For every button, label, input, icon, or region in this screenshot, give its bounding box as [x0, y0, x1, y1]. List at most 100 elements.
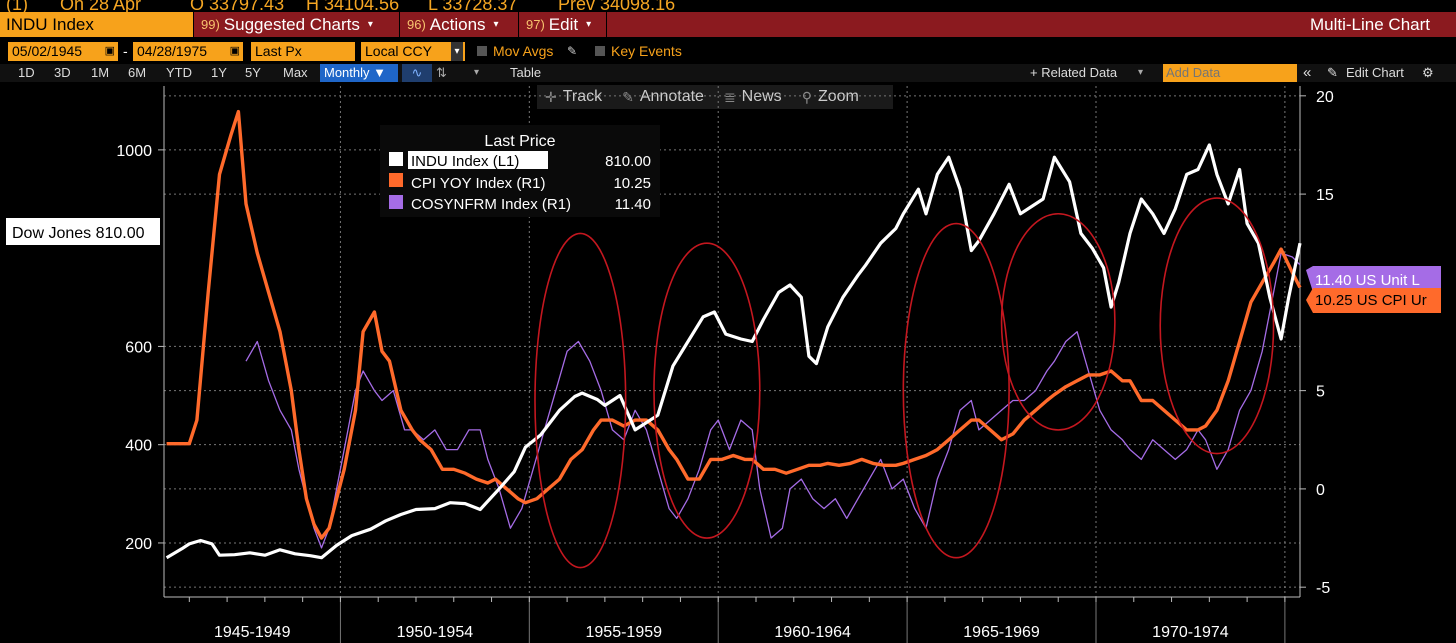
key-events-checkbox[interactable]	[595, 46, 605, 56]
security-field[interactable]: INDU Index	[0, 12, 194, 37]
add-data-input[interactable]	[1163, 64, 1297, 82]
chevron-down-icon[interactable]: ▾	[451, 42, 463, 61]
range-3d[interactable]: 3D	[54, 65, 71, 80]
start-date-value: 05/02/1945	[12, 43, 83, 59]
price-field-select[interactable]: Last Px	[251, 42, 355, 61]
annotation-circles	[534, 197, 1275, 569]
dow-last-value-tag: Dow Jones 810.00	[12, 225, 145, 242]
x-tick-label: 1950-1954	[397, 624, 474, 641]
zoom-button[interactable]: ⚲ Zoom	[794, 88, 859, 106]
legend-value-cosyn: 11.40	[615, 196, 651, 213]
annotation-ellipse	[534, 232, 627, 569]
range-5y[interactable]: 5Y	[245, 65, 261, 80]
calendar-icon[interactable]: ▣	[229, 45, 240, 57]
legend-label-cosyn: COSYNFRM Index (R1)	[411, 196, 571, 213]
news-button[interactable]: ≣ News	[716, 88, 782, 106]
range-1d[interactable]: 1D	[18, 65, 35, 80]
x-tick-label: 1945-1949	[214, 624, 291, 641]
period-value: Monthly	[324, 65, 370, 80]
legend-header: Last Price	[484, 133, 555, 150]
edit-label: Edit	[548, 14, 579, 34]
chevron-down-icon: ▾	[367, 19, 373, 30]
pencil-icon[interactable]: ✎	[1327, 65, 1338, 80]
cosyn-tag-box	[1306, 266, 1441, 292]
chart-type-title: Multi-Line Chart	[1310, 15, 1430, 34]
x-tick-label: 1955-1959	[586, 624, 663, 641]
pencil-icon[interactable]: ✎	[567, 44, 578, 58]
actions-menu[interactable]: 96) Actions ▾	[401, 12, 519, 37]
annotate-label: Annotate	[639, 88, 704, 105]
pencil-icon: ✎	[622, 88, 634, 105]
legend-swatch-cosyn	[389, 195, 403, 209]
x-tick-label: 1960-1964	[774, 624, 851, 641]
currency-select[interactable]: Local CCY ▾	[361, 42, 465, 61]
end-date-value: 04/28/1975	[137, 43, 208, 59]
line-chart-icon[interactable]: ∿	[402, 64, 432, 82]
annotation-ellipse	[1000, 212, 1116, 431]
period-select[interactable]: Monthly ▼	[320, 64, 398, 82]
legend-value-cpi: 10.25	[613, 175, 651, 192]
ticker-icon: (1)	[6, 0, 28, 12]
track-button[interactable]: ✛ Track	[537, 88, 602, 106]
suggested-label: Suggested Charts	[223, 14, 360, 34]
currency-value: Local CCY	[365, 43, 432, 59]
news-icon: ≣	[723, 88, 736, 105]
series-line-cpi	[166, 109, 1302, 540]
legend-swatch-cpi	[389, 173, 403, 187]
right-tick-label: 15	[1316, 187, 1334, 204]
x-tick-label: 1965-1969	[963, 624, 1040, 641]
ticker-date: On 28 Apr	[60, 0, 142, 12]
date-separator: -	[123, 43, 128, 59]
collapse-icon[interactable]: «	[1303, 64, 1312, 81]
range-row: 1D 3D 1M 6M YTD 1Y 5Y Max Monthly ▼ ∿ ⇅ …	[0, 64, 1456, 82]
cosyn-last-value-tag: 11.40 US Unit L	[1315, 272, 1420, 289]
related-data-button[interactable]: + Related Data	[1030, 65, 1118, 80]
sort-icon[interactable]: ⇅	[436, 65, 447, 80]
actions-label: Actions	[429, 14, 486, 34]
grid	[164, 86, 1300, 597]
range-ytd[interactable]: YTD	[166, 65, 192, 80]
track-label: Track	[562, 88, 603, 105]
legend: Last Price INDU Index (L1) 810.00 CPI YO…	[380, 125, 660, 217]
right-tick-label: 0	[1316, 482, 1325, 499]
right-tick-label: 5	[1316, 384, 1325, 401]
left-tick-label: 200	[125, 536, 152, 553]
annotation-ellipse	[902, 222, 1010, 559]
range-6m[interactable]: 6M	[128, 65, 147, 80]
annotation-ellipse	[1159, 197, 1275, 455]
chevron-down-icon[interactable]: ▾	[1138, 67, 1144, 78]
last-value-tags: Dow Jones 810.00 11.40 US Unit L 10.25 U…	[6, 218, 1441, 313]
legend-label-cpi: CPI YOY Index (R1)	[411, 175, 546, 192]
table-button[interactable]: Table	[510, 65, 542, 80]
key-events-label[interactable]: Key Events	[611, 43, 682, 59]
range-1y[interactable]: 1Y	[211, 65, 227, 80]
zoom-icon: ⚲	[801, 88, 812, 105]
function-bar: INDU Index 99) Suggested Charts ▾ 96) Ac…	[0, 12, 1456, 37]
mov-avgs-checkbox[interactable]	[477, 46, 487, 56]
start-date-field[interactable]: 05/02/1945 ▣	[8, 42, 118, 61]
ticker-high: H 34104.56	[306, 0, 400, 12]
mov-avgs-label[interactable]: Mov Avgs	[493, 43, 554, 59]
suggested-charts-menu[interactable]: 99) Suggested Charts ▾	[195, 12, 400, 37]
chevron-down-icon: ▾	[493, 19, 499, 30]
gear-icon[interactable]: ⚙	[1422, 65, 1434, 80]
cpi-last-value-tag: 10.25 US CPI Ur	[1315, 292, 1427, 309]
edit-chart-button[interactable]: Edit Chart	[1346, 65, 1404, 80]
suggested-number: 99)	[201, 17, 220, 32]
legend-label-indu: INDU Index (L1)	[411, 153, 519, 170]
edit-menu[interactable]: 97) Edit ▾	[520, 12, 607, 37]
annotate-button[interactable]: ✎ Annotate	[614, 88, 704, 106]
left-tick-label: 400	[125, 438, 152, 455]
legend-value-indu: 810.00	[605, 153, 651, 170]
ticker-strip: (1) On 28 Apr O 33797.43 H 34104.56 L 33…	[0, 0, 1456, 12]
right-tick-label: -5	[1316, 580, 1330, 597]
chevron-down-icon[interactable]: ▾	[474, 67, 480, 78]
range-max[interactable]: Max	[283, 65, 308, 80]
range-1m[interactable]: 1M	[91, 65, 110, 80]
chart-toolbar: ✛ Track ✎ Annotate ≣ News ⚲ Zoom	[537, 85, 893, 109]
edit-number: 97)	[526, 17, 545, 32]
calendar-icon[interactable]: ▣	[104, 45, 115, 57]
end-date-field[interactable]: 04/28/1975 ▣	[133, 42, 243, 61]
actions-number: 96)	[407, 17, 426, 32]
